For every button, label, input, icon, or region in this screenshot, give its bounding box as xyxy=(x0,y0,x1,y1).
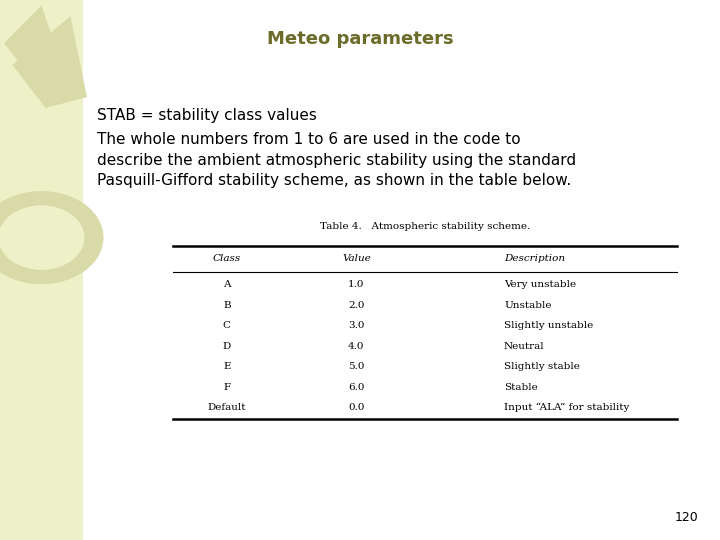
Circle shape xyxy=(0,205,84,270)
Text: Description: Description xyxy=(504,254,565,263)
Text: 2.0: 2.0 xyxy=(348,301,364,309)
Polygon shape xyxy=(4,5,58,70)
Text: 6.0: 6.0 xyxy=(348,383,364,391)
Text: 4.0: 4.0 xyxy=(348,342,364,350)
Circle shape xyxy=(0,191,104,284)
Text: Unstable: Unstable xyxy=(504,301,552,309)
Text: Meteo parameters: Meteo parameters xyxy=(266,30,454,48)
Text: Table 4.   Atmospheric stability scheme.: Table 4. Atmospheric stability scheme. xyxy=(320,222,530,231)
Text: B: B xyxy=(223,301,230,309)
Text: Neutral: Neutral xyxy=(504,342,544,350)
Text: 0.0: 0.0 xyxy=(348,403,364,412)
Text: Class: Class xyxy=(212,254,241,263)
Text: 3.0: 3.0 xyxy=(348,321,364,330)
Text: E: E xyxy=(223,362,230,371)
Text: Very unstable: Very unstable xyxy=(504,280,576,289)
Text: Stable: Stable xyxy=(504,383,538,391)
Text: F: F xyxy=(223,383,230,391)
Text: D: D xyxy=(222,342,231,350)
Text: Value: Value xyxy=(342,254,371,263)
Text: C: C xyxy=(222,321,231,330)
Text: Slightly unstable: Slightly unstable xyxy=(504,321,593,330)
Text: Slightly stable: Slightly stable xyxy=(504,362,580,371)
Polygon shape xyxy=(12,16,87,108)
Text: A: A xyxy=(223,280,230,289)
Text: Input “ALA” for stability: Input “ALA” for stability xyxy=(504,403,629,413)
Text: 1.0: 1.0 xyxy=(348,280,364,289)
Text: STAB = stability class values: STAB = stability class values xyxy=(97,108,317,123)
Text: The whole numbers from 1 to 6 are used in the code to
describe the ambient atmos: The whole numbers from 1 to 6 are used i… xyxy=(97,132,576,188)
Text: 120: 120 xyxy=(675,511,698,524)
Bar xyxy=(0,0,83,540)
Text: Default: Default xyxy=(207,403,246,412)
Text: 5.0: 5.0 xyxy=(348,362,364,371)
